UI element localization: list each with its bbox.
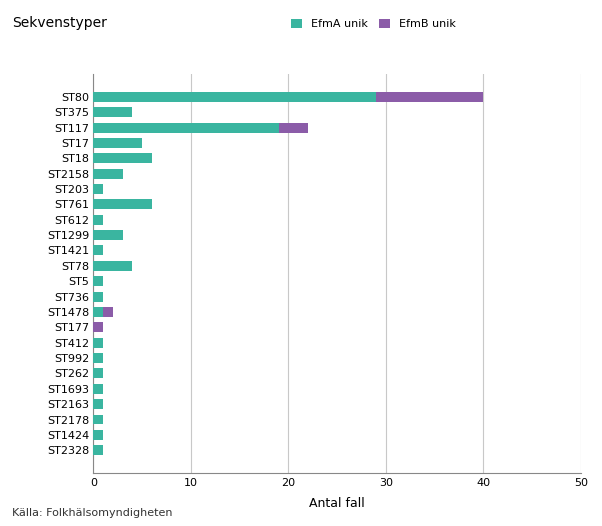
Text: Sekvenstyper: Sekvenstyper (12, 16, 107, 30)
Bar (93, 399, 103, 409)
Bar (93, 322, 103, 332)
Bar (93, 414, 103, 424)
X-axis label: Antal fall: Antal fall (309, 497, 365, 510)
Bar (279, 123, 308, 133)
Text: Källa: Folkhälsomyndigheten: Källa: Folkhälsomyndigheten (12, 508, 173, 518)
Bar (93, 291, 103, 301)
Bar (93, 430, 103, 440)
Bar (93, 368, 103, 378)
Bar (93, 184, 103, 194)
Bar (93, 107, 132, 117)
Bar (93, 123, 279, 133)
Bar (93, 246, 103, 256)
Bar (376, 92, 483, 102)
Bar (93, 445, 103, 455)
Bar (93, 338, 103, 348)
Bar (93, 92, 376, 102)
Bar (93, 199, 152, 209)
Legend: EfmA unik, EfmB unik: EfmA unik, EfmB unik (291, 19, 456, 29)
Bar (93, 169, 123, 179)
Bar (103, 307, 113, 317)
Bar (93, 230, 123, 240)
Bar (93, 384, 103, 394)
Bar (93, 215, 103, 225)
Bar (93, 276, 103, 286)
Bar (93, 307, 103, 317)
Bar (93, 153, 152, 163)
Bar (93, 353, 103, 363)
Bar (93, 138, 142, 148)
Bar (93, 261, 132, 271)
